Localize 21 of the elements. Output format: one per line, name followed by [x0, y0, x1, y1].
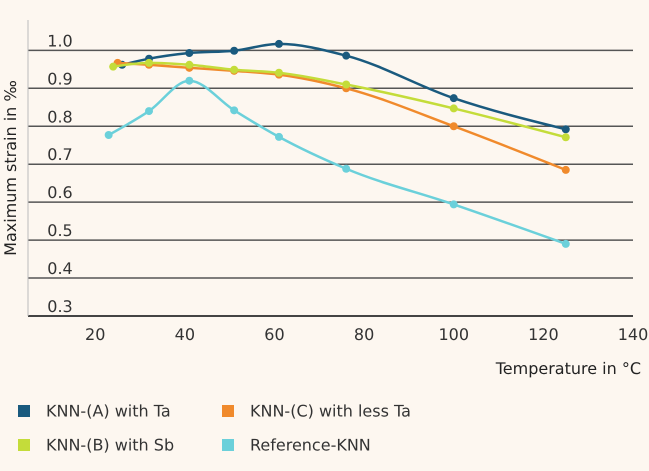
y-tick-label: 0.5: [47, 221, 73, 240]
y-tick-label: 0.3: [47, 297, 73, 316]
y-tick-label: 0.7: [47, 145, 73, 164]
legend-label: Reference-KNN: [250, 436, 371, 455]
y-tick-label: 0.9: [47, 69, 73, 88]
y-tick-label: 1.0: [47, 31, 73, 50]
y-tick-label: 0.4: [47, 259, 73, 278]
x-axis-title: Temperature in °C: [494, 359, 641, 378]
x-tick-label: 100: [438, 325, 470, 344]
legend-label: KNN-(B) with Sb: [46, 436, 174, 455]
x-tick-label: 40: [174, 325, 196, 344]
x-tick-label: 20: [85, 325, 106, 344]
legend-label: KNN-(A) with Ta: [46, 402, 171, 421]
legend-label: KNN-(C) with less Ta: [250, 402, 411, 421]
y-tick-label: 0.8: [47, 107, 73, 126]
x-tick-label: 80: [354, 325, 374, 344]
x-tick-label: 120: [528, 325, 559, 344]
x-tick-label: 60: [264, 325, 285, 344]
y-tick-label: 0.6: [47, 183, 73, 202]
x-tick-label: 140: [618, 325, 648, 344]
y-axis-title: Maximum strain in ‰: [1, 80, 20, 256]
